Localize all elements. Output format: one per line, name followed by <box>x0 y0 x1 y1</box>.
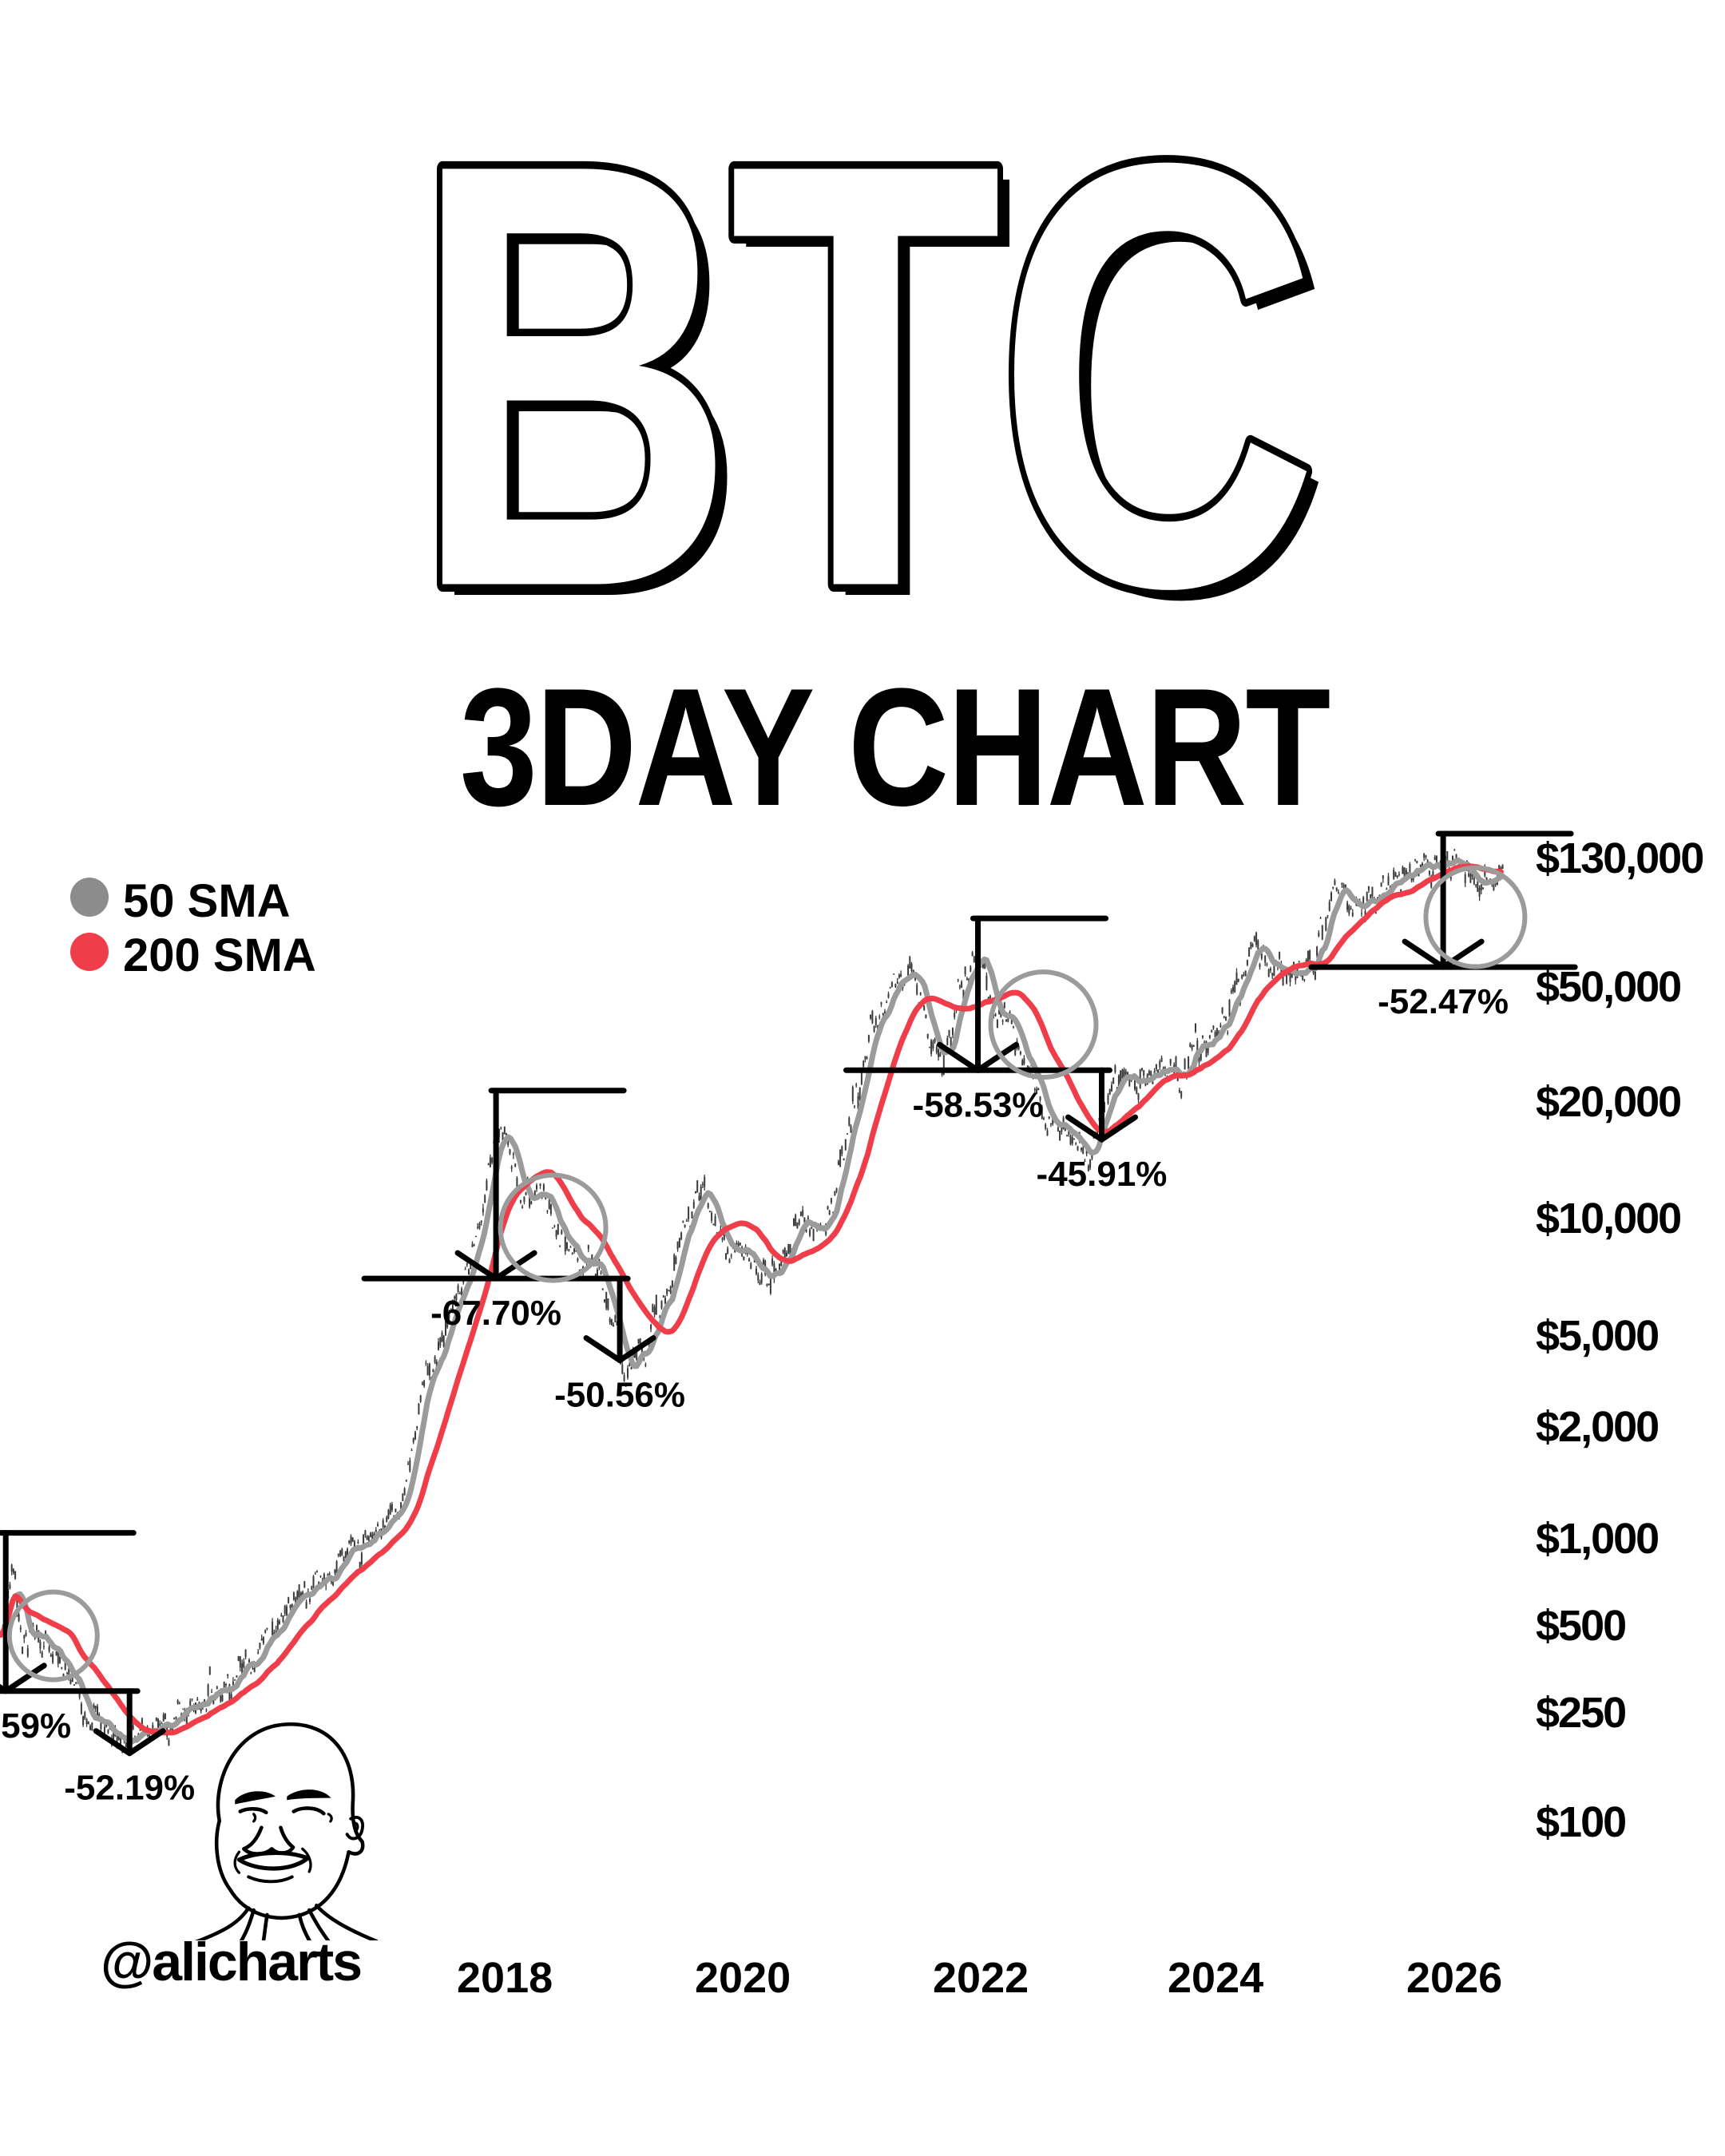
svg-text:-67.70%: -67.70% <box>430 1294 561 1333</box>
svg-text:-58.53%: -58.53% <box>913 1085 1044 1124</box>
svg-text:-45.91%: -45.91% <box>1037 1155 1168 1194</box>
svg-text:-52.47%: -52.47% <box>1378 982 1509 1021</box>
svg-text:-50.56%: -50.56% <box>554 1376 685 1415</box>
svg-text:-72.59%: -72.59% <box>0 1706 71 1746</box>
